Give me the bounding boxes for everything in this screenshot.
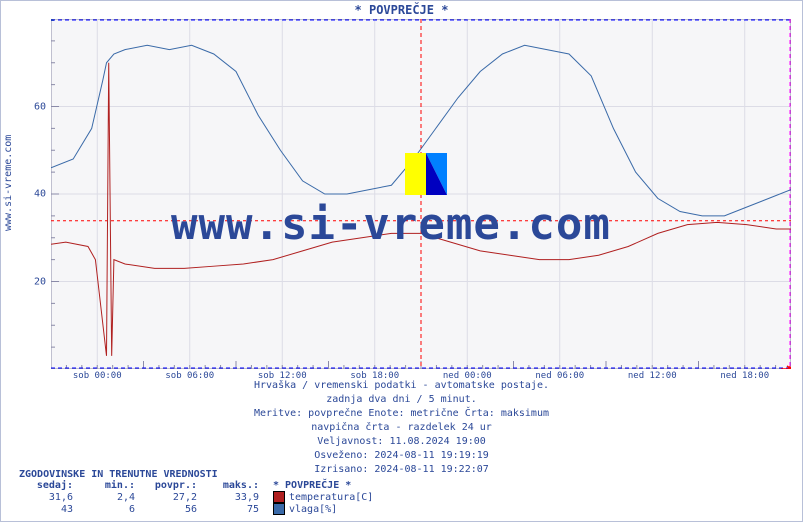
stats-col-headers: sedaj: min.: povpr.: maks.: * POVPREČJE … [19, 480, 381, 491]
stats-block: ZGODOVINSKE IN TRENUTNE VREDNOSTI sedaj:… [19, 469, 381, 515]
footer-line: Meritve: povprečne Enote: metrične Črta:… [1, 407, 802, 421]
stats-row: 4365675vlaga[%] [19, 503, 381, 515]
footer-line: zadnja dva dni / 5 minut. [1, 393, 802, 407]
stats-row: 31,62,427,233,9temperatura[C] [19, 491, 381, 503]
col-min: min.: [81, 480, 143, 491]
footer-line: Hrvaška / vremenski podatki - avtomatske… [1, 379, 802, 393]
watermark-logo [405, 153, 447, 195]
col-now: sedaj: [19, 480, 81, 491]
chart-container: * POVPREČJE * www.si-vreme.com 204060 so… [0, 0, 803, 522]
col-avg: povpr.: [143, 480, 205, 491]
footer-line: navpična črta - razdelek 24 ur [1, 421, 802, 435]
chart-footer: Hrvaška / vremenski podatki - avtomatske… [1, 379, 802, 477]
y-tick: 60 [34, 101, 46, 112]
plot-area: www.si-vreme.com [51, 19, 791, 369]
footer-line: Osveženo: 2024-08-11 19:19:19 [1, 449, 802, 463]
footer-line: Veljavnost: 11.08.2024 19:00 [1, 435, 802, 449]
stats-table: sedaj: min.: povpr.: maks.: * POVPREČJE … [19, 480, 381, 515]
y-tick: 40 [34, 189, 46, 200]
y-tick: 20 [34, 276, 46, 287]
chart-title: * POVPREČJE * [1, 3, 802, 17]
y-axis-url: www.si-vreme.com [3, 135, 14, 231]
watermark-text: www.si-vreme.com [171, 199, 611, 250]
stats-header: ZGODOVINSKE IN TRENUTNE VREDNOSTI [19, 469, 381, 480]
stats-title2: * POVPREČJE * [267, 480, 381, 491]
col-max: maks.: [205, 480, 267, 491]
